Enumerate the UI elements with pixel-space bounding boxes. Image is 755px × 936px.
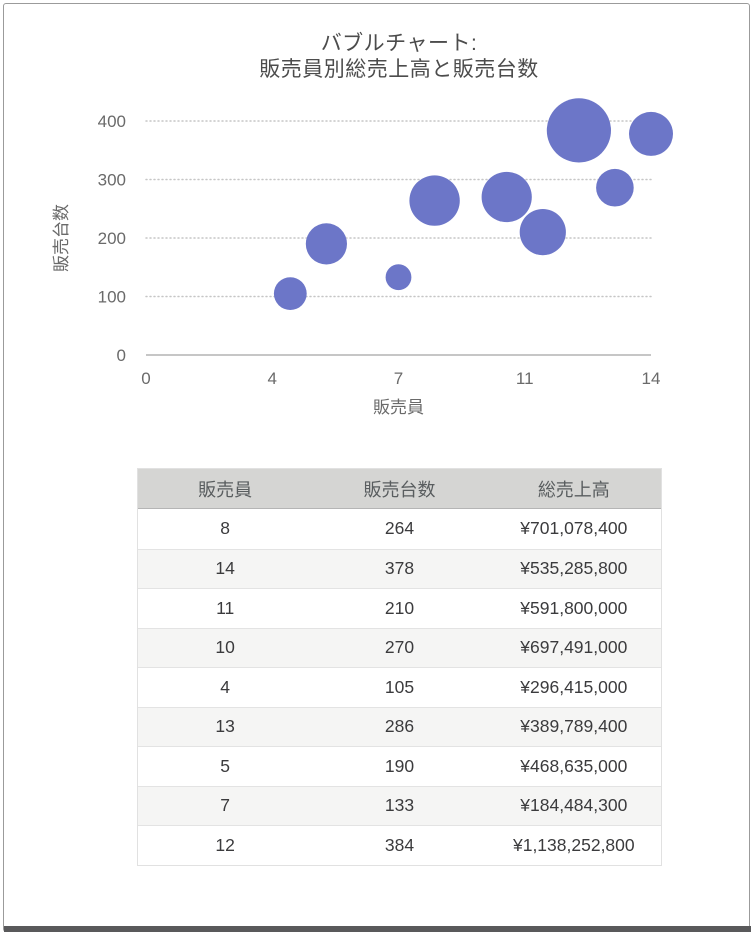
table-row: 14 378 ¥535,285,800	[138, 548, 661, 588]
table-row: 12 384 ¥1,138,252,800	[138, 825, 661, 865]
x-tick-label: 14	[642, 369, 661, 388]
table-cell: 11	[216, 597, 235, 618]
table-cell: ¥468,635,000	[520, 755, 628, 776]
bubble	[546, 98, 612, 163]
bubble-chart: 0 100 200 300 400 0 4 7 11 14 販売員 販売台数	[52, 98, 673, 417]
table-cell: 286	[384, 716, 415, 737]
bubble	[629, 111, 673, 156]
table-cell: ¥535,285,800	[520, 558, 628, 579]
y-tick-label: 400	[98, 112, 126, 131]
table-row: 4 105 ¥296,415,000	[138, 667, 661, 707]
bubble	[305, 223, 347, 265]
data-table: 販売員 販売台数 総売上高 8 264 ¥701,078,400 14 378 ¥535,28…	[137, 468, 662, 866]
table-cell: 4	[220, 676, 231, 697]
table-cell: 14	[215, 558, 235, 579]
table-cell: 270	[384, 637, 415, 658]
x-tick-label: 7	[394, 369, 403, 388]
table-cell: ¥389,789,400	[520, 716, 628, 737]
table-cell: ¥591,800,000	[520, 597, 628, 618]
bubble	[596, 168, 634, 207]
table-row: 7 133 ¥184,484,300	[138, 785, 661, 825]
x-tick-label: 4	[268, 369, 277, 388]
table-row: 10 270 ¥697,491,000	[138, 627, 661, 667]
chart-title-line1: バブルチャート:	[320, 32, 478, 55]
table-cell: ¥701,078,400	[520, 518, 628, 539]
table-cell: ¥296,415,000	[520, 676, 628, 697]
bubble	[385, 264, 412, 291]
table-cell: 7	[220, 795, 231, 816]
table-header-cell: 販売員	[198, 479, 253, 500]
table-header-row: 販売員 販売台数 総売上高	[138, 469, 661, 509]
table-cell: 133	[384, 795, 415, 816]
table-cell: 384	[384, 834, 415, 855]
table-cell: ¥1,138,252,800	[512, 834, 635, 855]
chart-title: バブルチャート: 販売員別総売上高と販売台数	[146, 31, 652, 83]
table-header-cell: 総売上高	[537, 479, 610, 500]
bubble	[481, 171, 532, 223]
table-header-cell: 販売台数	[363, 479, 436, 500]
bubble	[519, 209, 566, 256]
table-cell: ¥184,484,300	[520, 795, 628, 816]
table-row: 8 264 ¥701,078,400	[138, 509, 661, 549]
table-row: 13 286 ¥389,789,400	[138, 706, 661, 746]
table-row: 5 190 ¥468,635,000	[138, 746, 661, 786]
x-tick-label: 0	[141, 369, 150, 388]
table-cell: 5	[220, 755, 231, 776]
y-axis-title: 販売台数	[52, 204, 71, 272]
x-tick-label: 11	[516, 369, 534, 388]
table-cell: ¥697,491,000	[520, 637, 628, 658]
y-tick-label: 300	[98, 171, 126, 190]
table-cell: 12	[215, 834, 235, 855]
table-cell: 13	[215, 716, 235, 737]
table-row: 11 210 ¥591,800,000	[138, 588, 661, 628]
window-bottom-edge	[4, 926, 751, 932]
table-cell: 8	[220, 518, 231, 539]
x-axis-title: 販売員	[373, 398, 424, 417]
table-cell: 210	[384, 597, 415, 618]
table-cell: 190	[384, 755, 415, 776]
bubble	[273, 277, 307, 310]
bubble	[409, 175, 460, 226]
chart-title-line2: 販売員別総売上高と販売台数	[259, 58, 539, 81]
y-tick-label: 100	[98, 288, 126, 307]
y-tick-label: 200	[98, 229, 126, 248]
table-body: 8 264 ¥701,078,400 14 378 ¥535,285,800 11 210 ¥5…	[138, 509, 661, 865]
table-cell: 264	[384, 518, 415, 539]
table-cell: 378	[384, 558, 415, 579]
table-cell: 105	[384, 676, 415, 697]
table-cell: 10	[215, 637, 235, 658]
y-tick-label: 0	[117, 346, 126, 365]
